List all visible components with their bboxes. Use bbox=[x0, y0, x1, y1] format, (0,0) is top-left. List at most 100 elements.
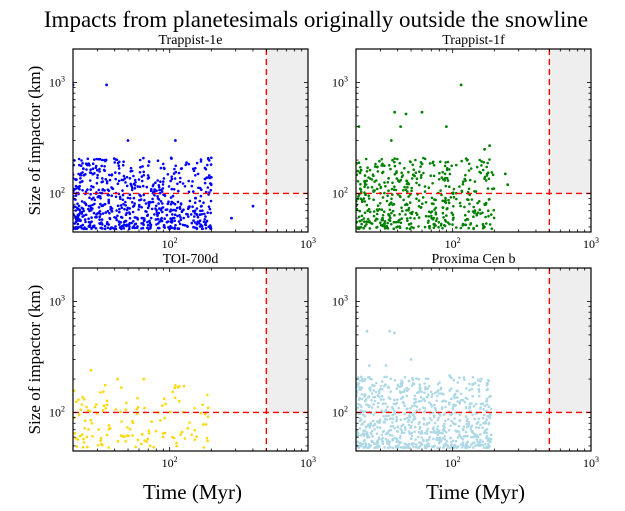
scatter-point bbox=[92, 211, 96, 215]
scatter-point bbox=[167, 200, 170, 203]
scatter-point bbox=[470, 387, 474, 391]
scatter-point bbox=[77, 219, 81, 222]
scatter-point bbox=[393, 331, 396, 335]
scatter-point bbox=[386, 194, 389, 198]
scatter-point bbox=[154, 218, 158, 221]
scatter-point bbox=[192, 219, 195, 222]
scatter-point bbox=[208, 174, 211, 177]
scatter-point bbox=[97, 188, 101, 192]
scatter-point bbox=[100, 218, 104, 221]
scatter-point bbox=[372, 198, 375, 201]
scatter-point bbox=[168, 210, 172, 213]
scatter-point bbox=[118, 160, 121, 164]
scatter-point bbox=[464, 405, 468, 409]
scatter-point bbox=[356, 169, 360, 173]
scatter-point bbox=[444, 161, 448, 164]
scatter-point bbox=[460, 159, 464, 163]
scatter-point bbox=[138, 158, 142, 162]
scatter-point bbox=[470, 424, 474, 428]
scatter-point bbox=[492, 208, 496, 212]
scatter-point bbox=[170, 175, 173, 178]
scatter-point bbox=[437, 226, 440, 229]
scatter-point bbox=[473, 211, 476, 215]
scatter-point bbox=[358, 388, 361, 391]
scatter-point bbox=[206, 393, 209, 397]
scatter-point bbox=[385, 418, 388, 421]
scatter-point bbox=[490, 227, 494, 230]
scatter-point bbox=[90, 422, 94, 425]
scatter-point bbox=[448, 374, 451, 377]
scatter-point bbox=[464, 396, 468, 400]
scatter-point bbox=[152, 183, 155, 186]
scatter-point bbox=[464, 223, 468, 227]
scatter-point bbox=[368, 210, 372, 214]
scatter-point bbox=[356, 180, 360, 183]
scatter-point bbox=[390, 406, 394, 409]
scatter-point bbox=[124, 440, 127, 443]
scatter-point bbox=[251, 204, 255, 208]
scatter-point bbox=[455, 197, 458, 201]
scatter-point bbox=[173, 227, 176, 230]
scatter-point bbox=[362, 220, 366, 223]
scatter-point bbox=[419, 176, 423, 179]
scatter-point bbox=[380, 380, 384, 383]
scatter-point bbox=[378, 159, 381, 163]
scatter-point bbox=[201, 209, 204, 212]
scatter-point bbox=[479, 423, 482, 427]
scatter-point bbox=[118, 210, 121, 214]
axes-frame bbox=[72, 267, 309, 452]
scatter-point bbox=[441, 211, 445, 215]
scatter-point bbox=[467, 198, 470, 202]
scatter-point bbox=[201, 403, 204, 407]
scatter-point bbox=[444, 419, 447, 423]
scatter-point bbox=[381, 214, 385, 217]
scatter-point bbox=[183, 437, 187, 440]
scatter-point bbox=[151, 197, 154, 201]
scatter-point bbox=[193, 407, 196, 410]
scatter-point bbox=[156, 197, 160, 200]
scatter-point bbox=[359, 182, 362, 186]
scatter-point bbox=[124, 213, 128, 216]
scatter-point bbox=[455, 430, 458, 433]
scatter-point bbox=[485, 381, 489, 385]
scatter-point bbox=[363, 174, 367, 177]
scatter-point bbox=[174, 384, 177, 387]
scatter-point bbox=[88, 410, 92, 413]
scatter-point bbox=[79, 173, 83, 177]
shaded-region bbox=[549, 268, 591, 413]
scatter-point bbox=[358, 187, 362, 190]
scatter-point bbox=[386, 441, 389, 445]
scatter-point bbox=[367, 396, 370, 399]
scatter-point bbox=[102, 168, 106, 172]
scatter-point bbox=[195, 213, 199, 217]
scatter-point bbox=[383, 421, 387, 424]
scatter-point bbox=[116, 204, 120, 208]
scatter-point bbox=[99, 391, 102, 394]
scatter-point bbox=[407, 423, 411, 427]
y-axis-label: Size of impactor (km) bbox=[25, 285, 44, 435]
scatter-point bbox=[357, 376, 360, 379]
scatter-point bbox=[367, 405, 371, 409]
scatter-point bbox=[433, 429, 436, 433]
scatter-point bbox=[409, 358, 413, 361]
scatter-point bbox=[94, 215, 97, 219]
scatter-point bbox=[393, 214, 396, 217]
scatter-point bbox=[468, 405, 472, 408]
scatter-point bbox=[187, 162, 191, 166]
scatter-point bbox=[425, 432, 429, 435]
scatter-point bbox=[372, 190, 375, 193]
scatter-point bbox=[126, 139, 130, 142]
scatter-point bbox=[123, 435, 126, 439]
scatter-point bbox=[392, 227, 396, 230]
tick-exponent: 2 bbox=[344, 185, 348, 194]
scatter-point bbox=[452, 378, 456, 382]
tick-exponent: 3 bbox=[61, 293, 65, 302]
scatter-point bbox=[406, 185, 409, 189]
scatter-point bbox=[362, 197, 366, 200]
scatter-point bbox=[141, 226, 145, 230]
scatter-point bbox=[356, 431, 360, 435]
scatter-point bbox=[444, 184, 448, 188]
scatter-point bbox=[105, 399, 109, 403]
scatter-point bbox=[448, 389, 452, 392]
